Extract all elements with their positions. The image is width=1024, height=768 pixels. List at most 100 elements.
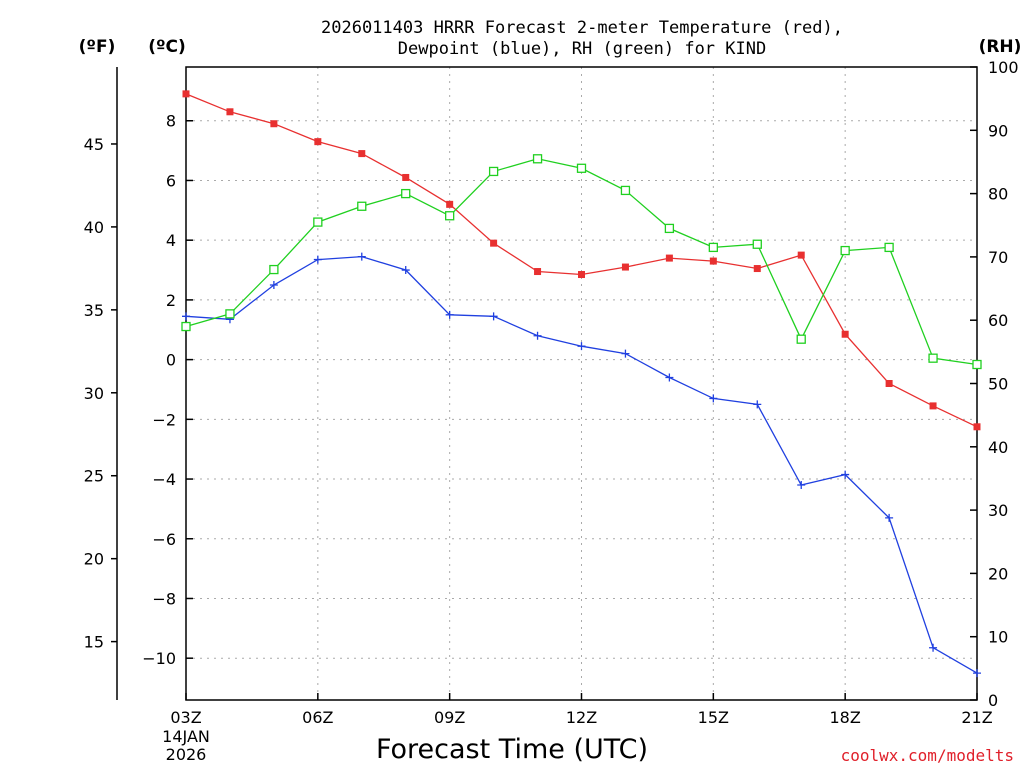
rh-unit-label: (RH) (979, 37, 1022, 57)
fahrenheit-axis: 15 20 25 30 35 40 45 (84, 135, 117, 652)
dewpoint-point (709, 394, 718, 403)
dewpoint-point (313, 255, 322, 264)
rh-point (488, 166, 499, 177)
dewpoint-point (401, 266, 410, 275)
rh-point (181, 321, 191, 332)
fahrenheit-tick-label: 25 (84, 467, 104, 486)
temperature-point (973, 423, 981, 431)
celsius-tick-label: 4 (166, 231, 176, 250)
dewpoint-series (182, 252, 981, 678)
temperature-point (446, 200, 454, 208)
celsius-tick-label: −8 (152, 589, 176, 608)
temperature-point (534, 268, 542, 276)
fahrenheit-tick-label: 45 (84, 135, 104, 154)
dewpoint-point (489, 312, 498, 321)
celsius-axis: −10 −8 −6 −4 −2 0 2 4 6 8 (142, 112, 193, 668)
temperature-point (709, 257, 717, 265)
temperature-point (182, 90, 190, 98)
rh-point (796, 334, 806, 344)
rh-point (445, 211, 455, 221)
celsius-tick-label: 8 (166, 112, 176, 131)
temperature-series (182, 90, 981, 431)
rh-tick-label: 20 (988, 564, 1008, 583)
time-tick-label: 09Z (434, 708, 465, 727)
rh-point (884, 242, 894, 253)
rh-axis: 0 10 20 30 40 50 60 70 80 90 100 (970, 58, 1019, 710)
dewpoint-point (577, 342, 586, 351)
time-tick-label: 18Z (830, 708, 861, 727)
temperature-point (797, 251, 805, 259)
temperature-point (578, 271, 585, 279)
time-axis: 03Z 06Z 09Z 12Z 15Z 18Z 21Z (170, 693, 993, 727)
rh-tick-label: 10 (988, 628, 1008, 647)
dewpoint-point (885, 513, 894, 522)
chart-title: 2026011403 HRRR Forecast 2-meter Tempera… (321, 18, 843, 38)
rh-point (401, 188, 411, 199)
rh-point (752, 239, 762, 249)
fahrenheit-tick-label: 40 (84, 218, 104, 237)
rh-point (620, 185, 631, 196)
rh-tick-label: 80 (988, 185, 1008, 204)
dewpoint-point (797, 481, 806, 490)
date-label-year: 2026 (166, 745, 207, 764)
celsius-tick-label: 2 (166, 291, 176, 310)
rh-point (576, 163, 587, 173)
rh-point (972, 359, 982, 370)
rh-tick-label: 0 (988, 691, 998, 710)
temperature-point (226, 108, 234, 116)
temperature-point (665, 254, 673, 262)
rh-point (225, 309, 235, 319)
rh-point (840, 245, 850, 256)
temperature-point (753, 265, 761, 273)
time-tick-label: 15Z (698, 708, 729, 727)
dewpoint-point (929, 643, 938, 652)
celsius-tick-label: −10 (142, 649, 176, 668)
rh-tick-label: 60 (988, 311, 1008, 330)
credit-label: coolwx.com/modelts (841, 746, 1014, 765)
rh-tick-label: 40 (988, 438, 1008, 457)
rh-point (708, 242, 718, 253)
title: 2026011403 HRRR Forecast 2-meter Tempera… (321, 18, 843, 59)
date-label-day: 14JAN (162, 727, 210, 746)
temperature-point (885, 380, 893, 387)
time-tick-label: 03Z (170, 708, 201, 727)
time-tick-label: 21Z (961, 708, 992, 727)
celsius-tick-label: −4 (152, 470, 176, 489)
rh-tick-label: 30 (988, 501, 1008, 520)
fahrenheit-tick-label: 30 (84, 384, 104, 403)
fahrenheit-unit-label: (ºF) (79, 37, 116, 57)
rh-point (313, 217, 323, 227)
rh-point (532, 154, 543, 164)
data-series (181, 90, 982, 678)
dewpoint-point (841, 470, 850, 479)
dewpoint-point (445, 310, 454, 319)
temperature-point (402, 173, 410, 181)
fahrenheit-tick-label: 15 (84, 633, 104, 652)
rh-point (269, 264, 279, 275)
temperature-point (841, 330, 849, 338)
rh-point (664, 223, 675, 234)
rh-point (928, 353, 938, 363)
dewpoint-point (269, 280, 278, 289)
rh-tick-label: 50 (988, 375, 1008, 394)
rh-tick-label: 100 (988, 58, 1019, 77)
dewpoint-point (621, 349, 630, 358)
fahrenheit-tick-label: 35 (84, 301, 104, 320)
temperature-point (358, 150, 366, 158)
x-axis-label: Forecast Time (UTC) (376, 734, 648, 765)
dewpoint-point (533, 331, 542, 340)
celsius-tick-label: −6 (152, 530, 176, 549)
rh-series (181, 154, 982, 370)
chart-subtitle: Dewpoint (blue), RH (green) for KIND (398, 39, 766, 59)
temperature-point (929, 402, 937, 410)
rh-tick-label: 90 (988, 121, 1008, 140)
time-tick-label: 06Z (302, 708, 333, 727)
dewpoint-point (357, 252, 366, 261)
dewpoint-point (973, 669, 981, 678)
rh-point (357, 201, 367, 211)
celsius-tick-label: 6 (166, 171, 176, 190)
temperature-point (621, 263, 629, 271)
temperature-point (270, 120, 278, 128)
dewpoint-point (182, 312, 190, 321)
